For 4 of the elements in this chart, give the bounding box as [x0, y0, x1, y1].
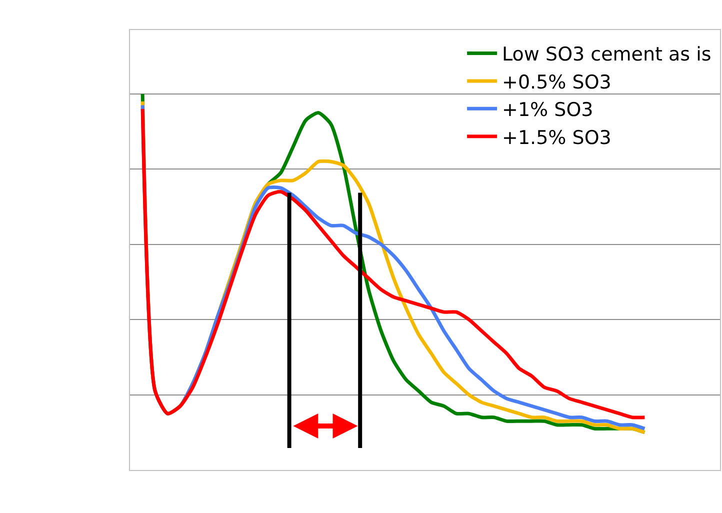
legend-label: +0.5% SO3: [502, 71, 612, 94]
legend-label: Low SO3 cement as is: [502, 44, 712, 66]
legend-label: +1% SO3: [502, 99, 594, 122]
legend-label: +1.5% SO3: [502, 126, 612, 149]
